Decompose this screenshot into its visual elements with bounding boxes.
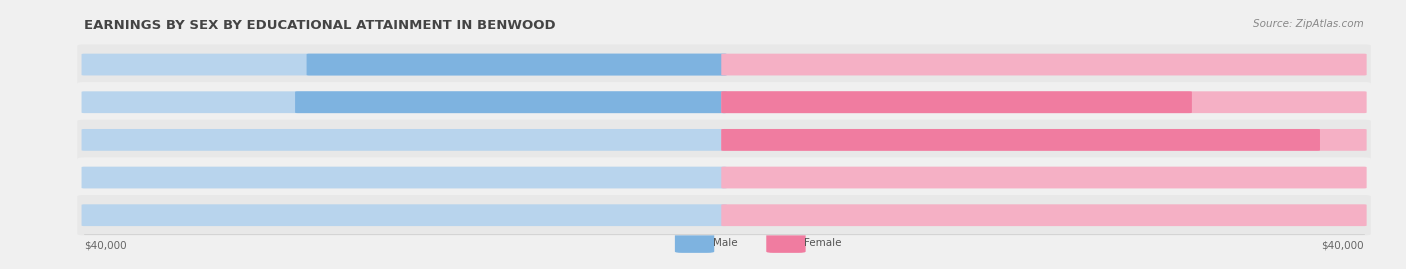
Text: $37,083: $37,083: [1324, 135, 1368, 145]
Text: Graduate Degree: Graduate Degree: [679, 210, 769, 220]
Text: $0: $0: [704, 210, 717, 220]
FancyBboxPatch shape: [766, 233, 806, 253]
Text: $25,929: $25,929: [259, 59, 302, 70]
Text: College or Associate's Degree: College or Associate's Degree: [647, 135, 801, 145]
Text: $0: $0: [731, 59, 744, 70]
Text: $29,073: $29,073: [1197, 97, 1240, 107]
Text: Male: Male: [713, 238, 738, 249]
Text: Source: ZipAtlas.com: Source: ZipAtlas.com: [1253, 19, 1364, 29]
Text: EARNINGS BY SEX BY EDUCATIONAL ATTAINMENT IN BENWOOD: EARNINGS BY SEX BY EDUCATIONAL ATTAINMEN…: [84, 19, 555, 32]
Text: Bachelor's Degree: Bachelor's Degree: [676, 172, 772, 183]
Text: $40,000: $40,000: [1322, 240, 1364, 250]
Text: Less than High School: Less than High School: [666, 59, 782, 70]
FancyBboxPatch shape: [675, 233, 714, 253]
Text: $26,648: $26,648: [246, 97, 291, 107]
Text: High School Diploma: High School Diploma: [669, 97, 779, 107]
Text: Female: Female: [804, 238, 842, 249]
Text: $0: $0: [704, 135, 717, 145]
Text: $40,000: $40,000: [84, 240, 127, 250]
Text: $0: $0: [731, 210, 744, 220]
Text: $0: $0: [704, 172, 717, 183]
Text: $0: $0: [731, 172, 744, 183]
